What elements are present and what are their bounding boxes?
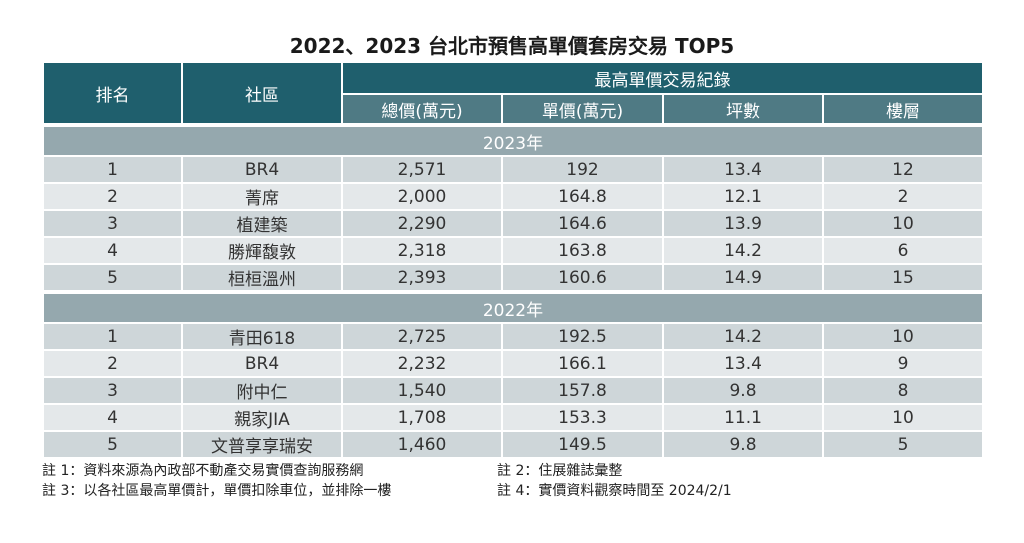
cell-total-price: 1,540 xyxy=(341,376,503,405)
cell-community: 菁席 xyxy=(181,182,343,211)
cell-area: 13.4 xyxy=(662,349,824,378)
cell-rank: 3 xyxy=(42,209,183,238)
notes-left: 註 1：資料來源為內政部不動產交易實價查詢服務網 註 3：以各社區最高單價計，單… xyxy=(42,461,391,501)
table-row: 4 親家JIA 1,708 153.3 11.1 10 xyxy=(42,403,984,432)
cell-rank: 4 xyxy=(42,236,183,265)
header-floor: 樓層 xyxy=(822,93,984,126)
cell-floor: 5 xyxy=(822,430,984,459)
cell-floor: 8 xyxy=(822,376,984,405)
cell-rank: 5 xyxy=(42,430,183,459)
cell-unit-price: 164.6 xyxy=(501,209,664,238)
cell-area: 9.8 xyxy=(662,430,824,459)
cell-floor: 10 xyxy=(822,403,984,432)
cell-floor: 10 xyxy=(822,209,984,238)
cell-unit-price: 164.8 xyxy=(501,182,664,211)
cell-unit-price: 149.5 xyxy=(501,430,664,459)
note: 註 4：實價資料觀察時間至 2024/2/1 xyxy=(497,483,732,499)
cell-area: 14.2 xyxy=(662,322,824,351)
cell-total-price: 1,708 xyxy=(341,403,503,432)
cell-area: 9.8 xyxy=(662,376,824,405)
cell-floor: 15 xyxy=(822,263,984,293)
cell-area: 12.1 xyxy=(662,182,824,211)
cell-floor: 12 xyxy=(822,155,984,184)
table-row: 3 植建築 2,290 164.6 13.9 10 xyxy=(42,209,984,238)
cell-total-price: 2,290 xyxy=(341,209,503,238)
header-rank: 排名 xyxy=(42,61,183,126)
table-row: 5 文普享享瑞安 1,460 149.5 9.8 5 xyxy=(42,430,984,459)
cell-community: 附中仁 xyxy=(181,376,343,405)
cell-total-price: 2,571 xyxy=(341,155,503,184)
table-row: 1 BR4 2,571 192 13.4 12 xyxy=(42,155,984,184)
cell-floor: 6 xyxy=(822,236,984,265)
cell-community: 親家JIA xyxy=(181,403,343,432)
cell-rank: 4 xyxy=(42,403,183,432)
cell-community: BR4 xyxy=(181,155,343,184)
cell-unit-price: 192 xyxy=(501,155,664,184)
section-label: 2023年 xyxy=(42,123,984,157)
header-unit: 單價(萬元) xyxy=(501,93,664,126)
cell-unit-price: 163.8 xyxy=(501,236,664,265)
cell-area: 14.2 xyxy=(662,236,824,265)
page-title: 2022、2023 台北市預售高單價套房交易 TOP5 xyxy=(289,34,735,58)
cell-community: 桓桓溫州 xyxy=(181,263,343,293)
cell-area: 13.4 xyxy=(662,155,824,184)
cell-total-price: 2,000 xyxy=(341,182,503,211)
cell-floor: 10 xyxy=(822,322,984,351)
table-row: 4 勝輝馥敦 2,318 163.8 14.2 6 xyxy=(42,236,984,265)
cell-community: 植建築 xyxy=(181,209,343,238)
cell-community: 勝輝馥敦 xyxy=(181,236,343,265)
cell-area: 14.9 xyxy=(662,263,824,293)
cell-total-price: 2,318 xyxy=(341,236,503,265)
cell-rank: 2 xyxy=(42,182,183,211)
cell-unit-price: 192.5 xyxy=(501,322,664,351)
cell-community: 文普享享瑞安 xyxy=(181,430,343,459)
table-row: 2 BR4 2,232 166.1 13.4 9 xyxy=(42,349,984,378)
cell-unit-price: 157.8 xyxy=(501,376,664,405)
table-row: 2 菁席 2,000 164.8 12.1 2 xyxy=(42,182,984,211)
cell-area: 11.1 xyxy=(662,403,824,432)
cell-area: 13.9 xyxy=(662,209,824,238)
cell-unit-price: 166.1 xyxy=(501,349,664,378)
cell-floor: 9 xyxy=(822,349,984,378)
note: 註 3：以各社區最高單價計，單價扣除車位，並排除一樓 xyxy=(42,483,392,499)
ranking-table: 排名 社區 最高單價交易紀錄 總價(萬元) 單價(萬元) 坪數 樓層 2023年… xyxy=(42,61,984,459)
header-area: 坪數 xyxy=(662,93,824,126)
table-row: 1 青田618 2,725 192.5 14.2 10 xyxy=(42,322,984,351)
note: 註 1：資料來源為內政部不動產交易實價查詢服務網 xyxy=(42,463,364,479)
section-row: 2023年 xyxy=(42,123,984,157)
header-community: 社區 xyxy=(181,61,343,126)
cell-rank: 5 xyxy=(42,263,183,293)
table-row: 3 附中仁 1,540 157.8 9.8 8 xyxy=(42,376,984,405)
header-group: 最高單價交易紀錄 xyxy=(341,61,984,95)
table-row: 5 桓桓溫州 2,393 160.6 14.9 15 xyxy=(42,263,984,293)
cell-total-price: 2,393 xyxy=(341,263,503,293)
cell-rank: 3 xyxy=(42,376,183,405)
cell-community: 青田618 xyxy=(181,322,343,351)
cell-rank: 2 xyxy=(42,349,183,378)
note: 註 2：住展雜誌彙整 xyxy=(497,463,623,479)
cell-rank: 1 xyxy=(42,322,183,351)
cell-floor: 2 xyxy=(822,182,984,211)
header-total: 總價(萬元) xyxy=(341,93,503,126)
section-row: 2022年 xyxy=(42,290,984,324)
cell-unit-price: 160.6 xyxy=(501,263,664,293)
cell-total-price: 1,460 xyxy=(341,430,503,459)
cell-unit-price: 153.3 xyxy=(501,403,664,432)
section-label: 2022年 xyxy=(42,290,984,324)
cell-community: BR4 xyxy=(181,349,343,378)
cell-rank: 1 xyxy=(42,155,183,184)
cell-total-price: 2,725 xyxy=(341,322,503,351)
cell-total-price: 2,232 xyxy=(341,349,503,378)
notes-right: 註 2：住展雜誌彙整 註 4：實價資料觀察時間至 2024/2/1 xyxy=(497,461,732,501)
